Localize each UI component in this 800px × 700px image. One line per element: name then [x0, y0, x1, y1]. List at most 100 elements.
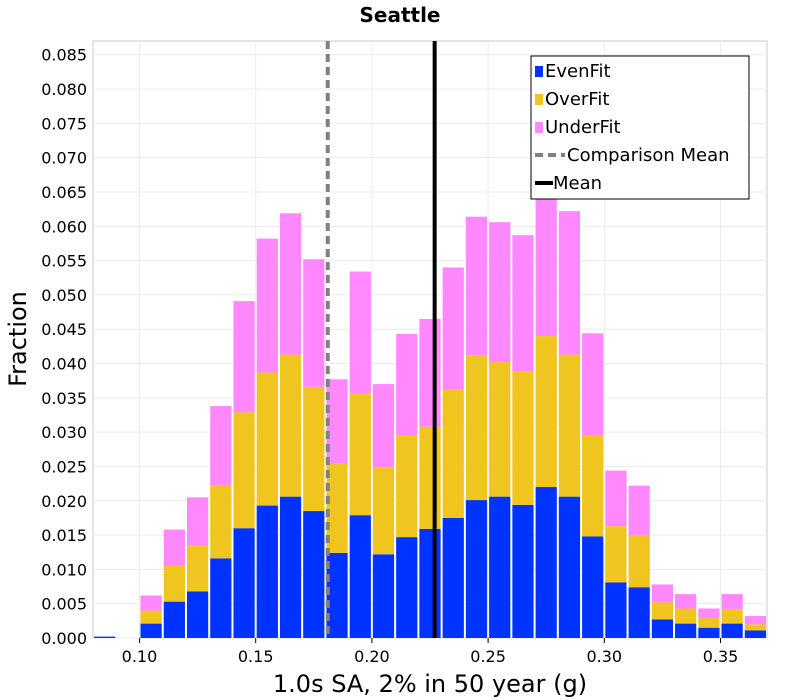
- bar-evenfit: [372, 554, 395, 638]
- legend-label-underfit: UnderFit: [545, 117, 621, 138]
- bar-evenfit: [186, 591, 209, 638]
- y-tick-label: 0.030: [41, 423, 87, 442]
- bar-underfit: [651, 584, 674, 603]
- bar-underfit: [465, 216, 488, 356]
- bar-evenfit: [535, 487, 557, 638]
- bar-evenfit: [163, 601, 185, 638]
- mean-lines: [325, 41, 437, 638]
- y-tick-label: 0.065: [41, 183, 87, 202]
- bar-underfit: [349, 271, 371, 394]
- x-axis-label: 1.0s SA, 2% in 50 year (g): [273, 670, 587, 698]
- legend: EvenFit OverFit UnderFit Comparison Mean…: [530, 55, 750, 200]
- bar-evenfit: [512, 504, 534, 638]
- y-tick-label: 0.020: [41, 492, 87, 511]
- bar-overfit: [256, 372, 278, 506]
- bar-underfit: [326, 379, 348, 464]
- y-tick-label: 0.015: [41, 526, 87, 545]
- x-tick-label: 0.30: [586, 647, 622, 666]
- y-tick-label: 0.035: [41, 389, 87, 408]
- bar-underfit: [233, 301, 255, 413]
- y-axis-label: Fraction: [4, 291, 32, 387]
- bar-underfit: [279, 213, 302, 355]
- bar-evenfit: [303, 511, 325, 638]
- bar-evenfit: [442, 517, 464, 638]
- bar-underfit: [140, 595, 162, 611]
- bar-overfit: [233, 412, 255, 529]
- legend-swatch-underfit: [535, 122, 543, 133]
- bar-overfit: [535, 336, 557, 488]
- bar-overfit: [698, 618, 720, 628]
- bar-evenfit: [233, 528, 255, 638]
- bar-evenfit: [419, 528, 441, 638]
- bar-overfit: [489, 362, 511, 497]
- bar-underfit: [605, 470, 627, 527]
- bar-evenfit: [140, 623, 162, 638]
- bar-overfit: [628, 535, 650, 588]
- bar-evenfit: [628, 587, 650, 638]
- bar-overfit: [210, 484, 232, 559]
- bar-overfit: [605, 526, 627, 583]
- y-tick-label: 0.050: [41, 286, 87, 305]
- legend-label-overfit: OverFit: [545, 89, 609, 110]
- x-tick-label: 0.35: [703, 647, 739, 666]
- bar-overfit: [396, 435, 418, 538]
- bar-overfit: [442, 389, 464, 518]
- bar-underfit: [303, 259, 325, 387]
- bar-evenfit: [396, 537, 418, 638]
- bar-evenfit: [605, 582, 627, 638]
- bar-overfit: [140, 610, 162, 624]
- bar-overfit: [721, 609, 743, 624]
- bar-overfit: [651, 602, 674, 620]
- bar-underfit: [372, 384, 395, 468]
- bar-evenfit: [582, 536, 604, 638]
- bar-underfit: [512, 235, 534, 372]
- x-tick-label: 0.25: [470, 647, 506, 666]
- y-tick-label: 0.060: [41, 217, 87, 236]
- bar-underfit: [535, 185, 557, 337]
- bar-overfit: [279, 354, 302, 497]
- y-tick-label: 0.055: [41, 252, 87, 271]
- legend-swatch-evenfit: [535, 66, 543, 77]
- legend-label-mean: Mean: [553, 173, 602, 194]
- y-tick-label: 0.085: [41, 46, 87, 65]
- y-tick-label: 0.070: [41, 149, 87, 168]
- bar-underfit: [419, 318, 441, 427]
- bar-overfit: [512, 371, 534, 505]
- bar-overfit: [744, 624, 766, 631]
- bar-evenfit: [279, 496, 302, 638]
- bar-evenfit: [744, 630, 766, 638]
- bar-overfit: [163, 565, 185, 602]
- bar-underfit: [186, 497, 209, 546]
- bar-overfit: [419, 426, 441, 529]
- y-tick-label: 0.025: [41, 457, 87, 476]
- chart-title: Seattle: [359, 3, 440, 27]
- bar-underfit: [210, 406, 232, 485]
- bar-overfit: [465, 355, 488, 501]
- bar-underfit: [698, 608, 720, 619]
- bar-evenfit: [94, 636, 116, 638]
- y-tick-label: 0.080: [41, 80, 87, 99]
- bar-evenfit: [349, 515, 371, 638]
- bars: [94, 185, 766, 638]
- bar-overfit: [372, 467, 395, 555]
- axis-ticks: 0.000 0.005 0.010 0.015 0.020 0.025 0.030 0.035…: [41, 46, 738, 666]
- bar-evenfit: [210, 558, 232, 638]
- bar-evenfit: [651, 619, 674, 638]
- y-tick-label: 0.010: [41, 560, 87, 579]
- x-tick-label: 0.20: [354, 647, 390, 666]
- x-tick-label: 0.15: [238, 647, 274, 666]
- bar-overfit: [558, 354, 581, 497]
- bar-underfit: [163, 529, 185, 566]
- bar-underfit: [442, 267, 464, 390]
- bar-overfit: [303, 386, 325, 512]
- legend-swatch-overfit: [535, 94, 543, 105]
- bar-underfit: [256, 238, 278, 373]
- legend-box: [530, 55, 750, 200]
- bar-underfit: [582, 333, 604, 436]
- legend-label-comparison-mean: Comparison Mean: [567, 145, 730, 166]
- bar-evenfit: [326, 552, 348, 638]
- y-tick-label: 0.075: [41, 114, 87, 133]
- bar-overfit: [186, 545, 209, 592]
- bar-evenfit: [256, 505, 278, 638]
